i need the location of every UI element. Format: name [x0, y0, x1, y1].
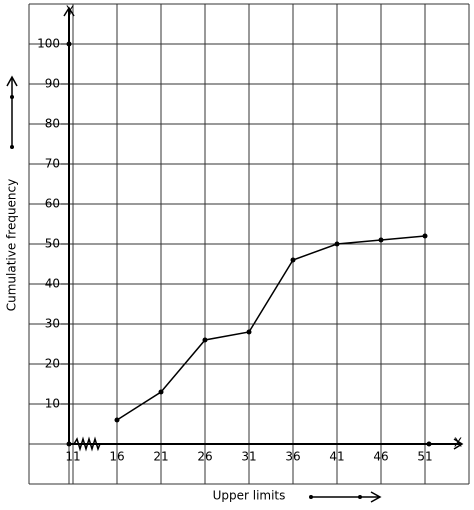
x-tick-label: 16: [109, 450, 124, 464]
x-tick-label: 11: [65, 450, 80, 464]
y-tick-label: 50: [45, 237, 60, 251]
y-axis-label: Cumulative frequency: [5, 179, 19, 312]
x-arrow-decoration: [309, 491, 382, 503]
axis-dot: [426, 441, 432, 447]
x-axis-label: Upper limits: [213, 489, 286, 503]
x-tick-label: 26: [197, 450, 212, 464]
x-tick-label: 51: [417, 450, 432, 464]
y-tick-label: 60: [45, 197, 60, 211]
y-tick-label: 30: [45, 317, 60, 331]
y-arrow-decoration: [6, 75, 18, 149]
arrow-dot: [309, 495, 313, 499]
data-point: [378, 237, 384, 243]
y-axis-name: Y: [65, 4, 74, 18]
x-tick-label: 31: [241, 450, 256, 464]
ogive-line: [116, 235, 426, 421]
origin-dot: [66, 441, 72, 447]
arrow-dot: [358, 495, 362, 499]
y-axis-arrow: [63, 6, 75, 17]
y-tick-label: 80: [45, 117, 60, 131]
x-tick-label: 36: [285, 450, 300, 464]
data-point: [114, 417, 120, 423]
data-point: [158, 389, 164, 395]
data-point: [422, 233, 428, 239]
arrow-head: [370, 491, 382, 503]
data-point: [334, 241, 340, 247]
arrow-head: [6, 75, 18, 87]
arrow-dot: [10, 145, 14, 149]
x-tick-label: 41: [329, 450, 344, 464]
grid-lines: [29, 4, 469, 484]
y-tick-label: 100: [37, 37, 60, 51]
x-axis-arrow: [453, 438, 464, 450]
y-tick-label: 10: [45, 397, 60, 411]
y-tick-label: 70: [45, 157, 60, 171]
x-tick-label: 21: [153, 450, 168, 464]
x-tick-label: 46: [373, 450, 388, 464]
axis-break: [73, 436, 101, 452]
x-axis-name: X: [454, 436, 462, 450]
arrow-dot: [10, 95, 14, 99]
y-tick-label: 90: [45, 77, 60, 91]
data-point: [202, 337, 208, 343]
data-point: [290, 257, 296, 263]
data-point: [246, 329, 252, 335]
y-tick-label: 20: [45, 357, 60, 371]
y-tick-label: 40: [45, 277, 60, 291]
